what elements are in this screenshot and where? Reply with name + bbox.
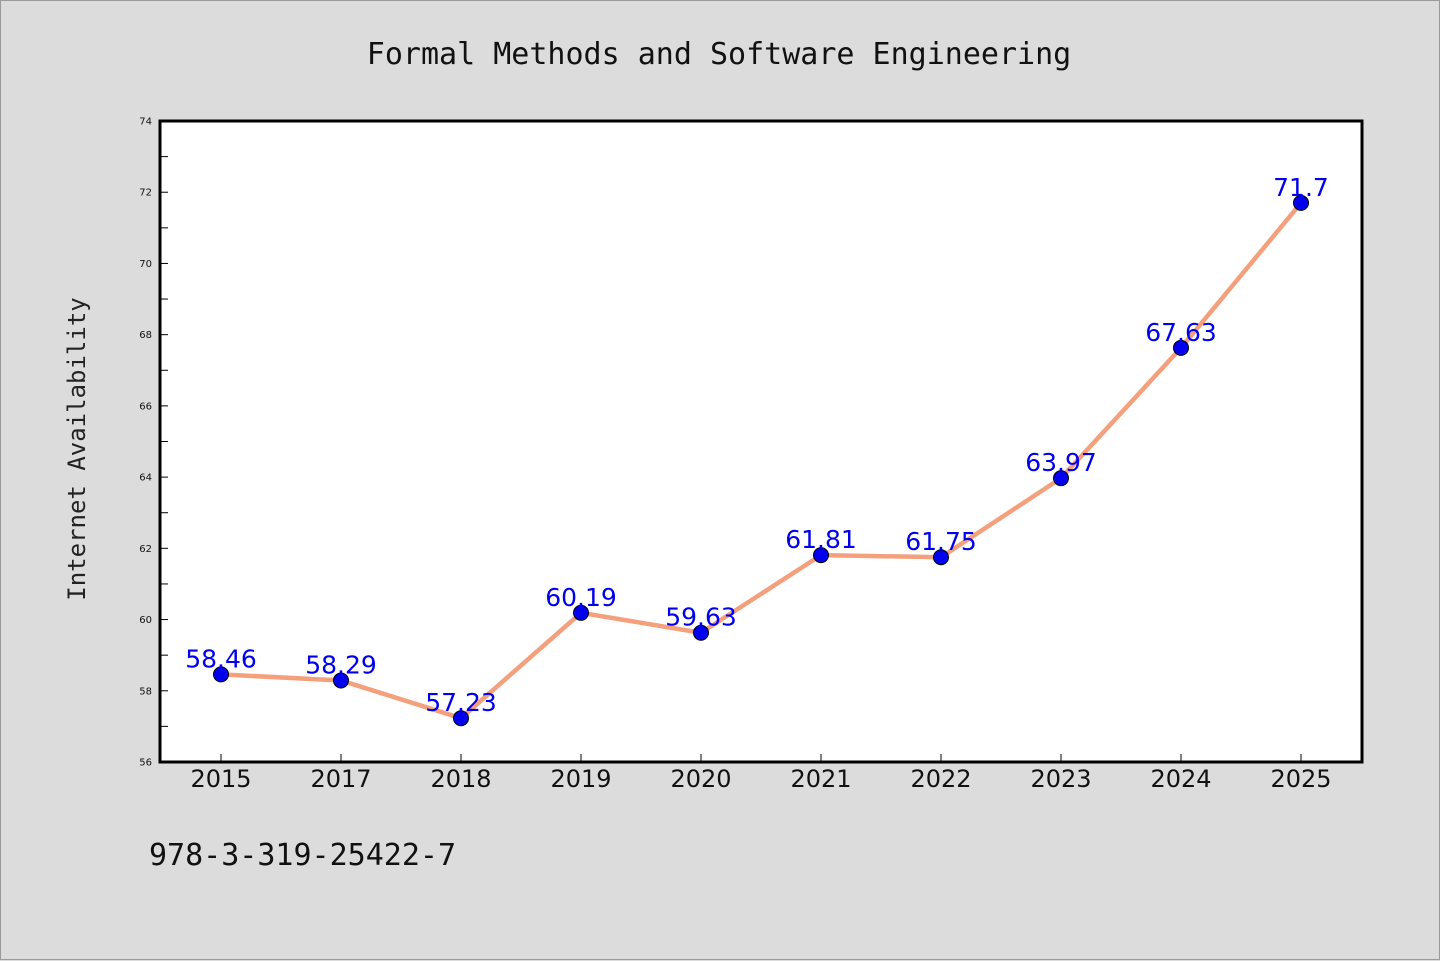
series-layer [213,194,1309,727]
data-label: 59.63 [665,603,737,632]
y-tick-label: 62 [139,544,152,555]
y-axis: 56 58 60 62 64 66 68 70 72 74 [139,117,168,769]
y-tick-label: 74 [139,117,152,128]
y-tick-label: 66 [139,401,152,412]
data-label: 67.63 [1145,318,1217,347]
x-tick-label: 2015 [190,765,251,793]
x-tick-label: 2024 [1150,765,1211,793]
data-label: 61.75 [905,527,977,556]
data-point [573,604,589,621]
x-tick-label: 2017 [310,765,371,793]
data-label-layer: 58.46 58.29 57.23 60.19 59.63 61.81 61.75 63.97… [185,173,1329,717]
x-tick-label: 2018 [430,765,491,793]
y-tick-label: 70 [139,259,152,270]
data-point [813,547,829,564]
chart-title: Formal Methods and Software Engineering [367,37,1071,72]
data-label: 71.7 [1273,173,1329,202]
data-point [693,624,709,641]
y-tick-label: 72 [139,188,152,199]
x-axis: 2015 2017 2018 2019 2020 2021 2022 2023 2024 2025 [190,754,1332,793]
data-point [333,672,349,689]
y-axis-label: Internet Availability [63,297,91,600]
x-tick-label: 2019 [550,765,611,793]
x-tick-label: 2023 [1030,765,1091,793]
data-point [213,666,229,683]
data-point [1053,470,1069,487]
x-tick-label: 2025 [1270,765,1331,793]
plot-area [158,119,1364,764]
series-line [218,200,1304,721]
y-tick-label: 58 [139,686,152,697]
data-label: 60.19 [545,583,617,612]
y-tick-label: 56 [139,758,152,769]
data-label: 58.46 [185,644,257,673]
y-tick-label: 68 [139,330,152,341]
data-label: 63.97 [1025,448,1097,477]
data-point [933,549,949,566]
data-label: 61.81 [785,525,857,554]
footer-isbn: 978-3-319-25422-7 [149,838,456,873]
x-tick-label: 2022 [910,765,971,793]
data-label: 58.29 [305,650,377,679]
data-point [1293,194,1309,211]
x-tick-label: 2021 [790,765,851,793]
y-tick-label: 60 [139,615,152,626]
data-point [1173,339,1189,356]
data-point [453,710,469,727]
x-tick-label: 2020 [670,765,731,793]
data-label: 57.23 [425,688,497,717]
y-tick-label: 64 [139,473,152,484]
